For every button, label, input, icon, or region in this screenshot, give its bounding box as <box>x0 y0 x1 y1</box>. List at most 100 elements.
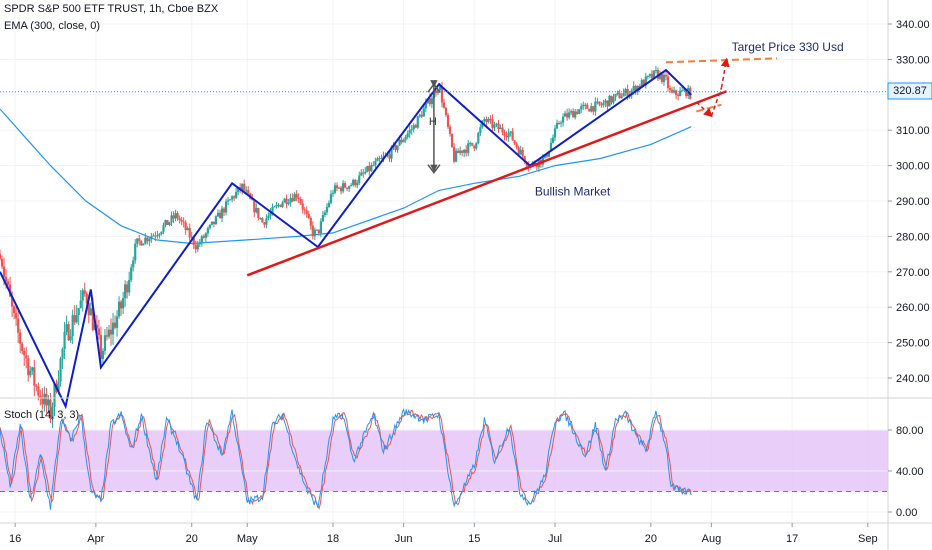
candle-body <box>598 101 601 105</box>
candle-body <box>184 222 187 231</box>
candle-body <box>362 172 365 174</box>
projected-path-segment <box>720 57 730 88</box>
candle-body <box>360 172 363 176</box>
candle-body <box>206 228 209 234</box>
candle-body <box>233 196 236 198</box>
candle-body <box>412 125 415 130</box>
candle-body <box>604 100 607 103</box>
candle-body <box>186 227 189 231</box>
candle-body <box>354 179 357 186</box>
candle-body <box>618 92 621 99</box>
candle-body <box>606 100 609 107</box>
candle-body <box>156 235 159 237</box>
candle-body <box>208 224 211 229</box>
candle-body <box>592 106 595 112</box>
candle-body <box>570 111 573 113</box>
candle-body <box>83 290 86 294</box>
candle-body <box>257 207 260 219</box>
candle-body <box>99 334 103 359</box>
candle-body <box>61 348 64 359</box>
candle-body <box>247 190 250 194</box>
candle-body <box>664 74 668 77</box>
candle-body <box>450 133 454 148</box>
time-tick-label: Aug <box>702 533 722 545</box>
candle-body <box>287 202 290 205</box>
target-price-annotation: Target Price 330 Usd <box>732 40 844 54</box>
candle-body <box>535 165 538 168</box>
candle-body <box>43 393 46 405</box>
candle-body <box>380 158 383 160</box>
candle-body <box>555 123 559 129</box>
candle-body <box>586 104 589 109</box>
candle-body <box>390 146 393 159</box>
candle-body <box>307 214 310 218</box>
candle-body <box>679 90 682 96</box>
candle-body <box>495 123 498 125</box>
candle-body <box>160 231 163 234</box>
pattern-line <box>0 68 692 410</box>
candle-body <box>154 235 157 237</box>
candle-body <box>461 150 464 153</box>
candle-body <box>51 406 54 420</box>
candle-body <box>683 89 686 91</box>
candle-body <box>559 122 563 124</box>
candle-body <box>45 393 48 406</box>
candle-body <box>662 74 666 82</box>
candle-body <box>95 324 98 329</box>
candle-body <box>428 98 431 105</box>
candle-body <box>59 358 62 382</box>
candle-body <box>128 279 131 293</box>
candle-body <box>41 398 44 405</box>
candle-body <box>455 150 458 162</box>
candle-body <box>438 86 442 90</box>
candle-body <box>235 191 238 198</box>
candle-body <box>297 197 300 200</box>
candle-body <box>561 116 565 123</box>
candle-body <box>263 222 266 225</box>
candle-body <box>174 213 177 219</box>
candle-body <box>465 149 468 153</box>
candle-body <box>422 108 425 117</box>
candle-body <box>515 143 518 148</box>
candle-body <box>132 260 135 268</box>
last-price-tag: 320.87 <box>893 85 927 97</box>
candle-body <box>168 222 171 225</box>
candle-body <box>261 218 264 223</box>
candle-body <box>368 166 371 172</box>
candle-body <box>622 93 625 97</box>
candle-body <box>376 158 379 162</box>
candle-body <box>325 206 329 213</box>
trendline <box>246 90 727 277</box>
candle-body <box>457 150 460 154</box>
candle-body <box>406 133 409 138</box>
candle-body <box>489 118 492 120</box>
candle-body <box>11 296 14 307</box>
candle-body <box>204 233 207 238</box>
price-tick-label: 330.00 <box>896 54 930 66</box>
candle-body <box>582 104 585 107</box>
candle-body <box>660 73 664 82</box>
candle-body <box>410 129 413 131</box>
ema-legend: EMA (300, close, 0) <box>4 20 100 32</box>
projected-path-segment <box>710 87 723 117</box>
candle-body <box>475 143 478 149</box>
candle-body <box>33 367 36 386</box>
candle-body <box>198 243 201 245</box>
candle-body <box>596 101 599 103</box>
candle-body <box>547 151 551 157</box>
candle-body <box>289 198 292 203</box>
time-tick-label: 17 <box>786 533 798 545</box>
candle-body <box>241 183 244 190</box>
candle-body <box>49 399 52 420</box>
candle-body <box>228 199 232 201</box>
candle-body <box>275 205 278 207</box>
time-tick-label: 15 <box>468 533 480 545</box>
candle-body <box>638 85 641 88</box>
candle-body <box>89 308 92 316</box>
candle-body <box>648 74 651 76</box>
candle-body <box>117 301 121 317</box>
candle-body <box>317 229 320 234</box>
candle-body <box>150 236 153 240</box>
candle-body <box>681 90 684 92</box>
candle-body <box>370 165 373 172</box>
